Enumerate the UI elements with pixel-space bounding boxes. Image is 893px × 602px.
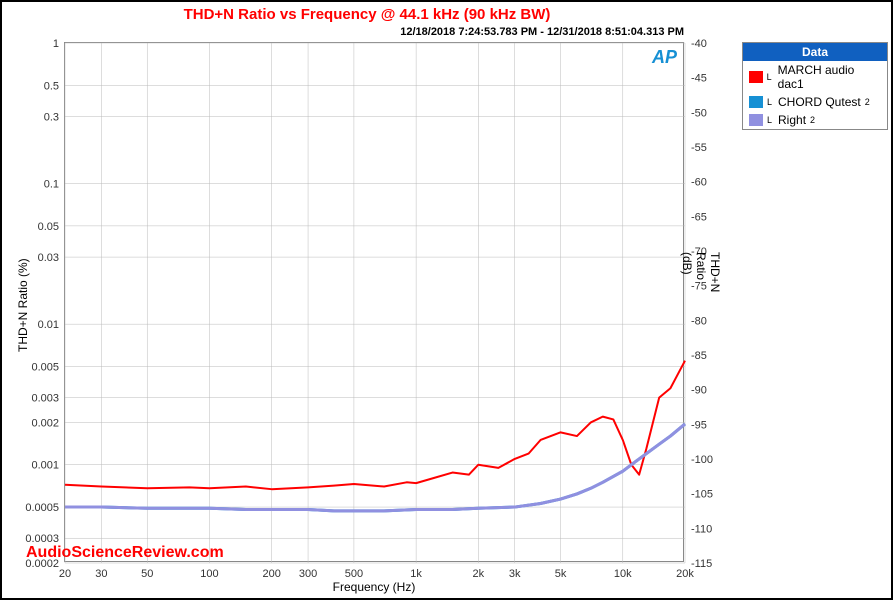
svg-text:30: 30 bbox=[95, 568, 107, 580]
svg-text:-55: -55 bbox=[691, 142, 707, 154]
svg-text:-45: -45 bbox=[691, 73, 707, 85]
svg-text:200: 200 bbox=[262, 568, 280, 580]
svg-text:-110: -110 bbox=[691, 523, 712, 535]
ap-logo: AP bbox=[652, 47, 677, 68]
svg-text:-115: -115 bbox=[691, 558, 712, 570]
svg-text:-50: -50 bbox=[691, 107, 707, 119]
legend-header: Data bbox=[743, 43, 887, 61]
chart-area: THD+N Ratio vs Frequency @ 44.1 kHz (90 … bbox=[2, 2, 732, 602]
svg-text:100: 100 bbox=[200, 568, 218, 580]
legend-label: MARCH audio dac1 bbox=[778, 63, 881, 91]
svg-text:-90: -90 bbox=[691, 385, 707, 397]
svg-text:5k: 5k bbox=[555, 568, 567, 580]
svg-text:0.0005: 0.0005 bbox=[25, 502, 59, 514]
legend-swatch bbox=[749, 71, 763, 83]
chart-title: THD+N Ratio vs Frequency @ 44.1 kHz (90 … bbox=[2, 6, 732, 23]
svg-text:-75: -75 bbox=[691, 281, 707, 293]
svg-text:1: 1 bbox=[53, 38, 59, 50]
svg-text:10k: 10k bbox=[614, 568, 632, 580]
chart-timestamp: 12/18/2018 7:24:53.783 PM - 12/31/2018 8… bbox=[2, 26, 732, 38]
svg-text:2k: 2k bbox=[473, 568, 485, 580]
svg-text:0.05: 0.05 bbox=[38, 221, 59, 233]
legend-suffix: 2 bbox=[810, 115, 815, 125]
svg-text:-60: -60 bbox=[691, 177, 707, 189]
plot-svg: 2030501002003005001k2k3k5k10k20k0.00020.… bbox=[65, 43, 685, 563]
svg-text:-95: -95 bbox=[691, 419, 707, 431]
svg-text:0.001: 0.001 bbox=[31, 460, 59, 472]
legend-item: L MARCH audio dac1 bbox=[743, 61, 887, 93]
legend-prefix: L bbox=[767, 115, 772, 125]
svg-text:0.002: 0.002 bbox=[31, 417, 59, 429]
svg-text:20: 20 bbox=[59, 568, 71, 580]
legend-swatch bbox=[749, 114, 763, 126]
svg-text:500: 500 bbox=[345, 568, 363, 580]
svg-text:1k: 1k bbox=[410, 568, 422, 580]
svg-text:-100: -100 bbox=[691, 454, 713, 466]
svg-text:0.1: 0.1 bbox=[44, 179, 59, 191]
svg-text:-85: -85 bbox=[691, 350, 707, 362]
legend-body: L MARCH audio dac1 L CHORD Qutest 2 L Right 2 bbox=[743, 61, 887, 129]
legend-label: CHORD Qutest bbox=[778, 95, 861, 109]
svg-text:0.005: 0.005 bbox=[31, 361, 59, 373]
chart-container: THD+N Ratio vs Frequency @ 44.1 kHz (90 … bbox=[0, 0, 893, 600]
svg-text:0.03: 0.03 bbox=[38, 252, 59, 264]
legend-prefix: L bbox=[767, 97, 772, 107]
svg-text:0.5: 0.5 bbox=[44, 80, 59, 92]
svg-text:50: 50 bbox=[141, 568, 153, 580]
svg-text:300: 300 bbox=[299, 568, 317, 580]
svg-text:0.01: 0.01 bbox=[38, 319, 59, 331]
legend-suffix: 2 bbox=[865, 97, 870, 107]
svg-text:-105: -105 bbox=[691, 489, 713, 501]
svg-text:3k: 3k bbox=[509, 568, 521, 580]
watermark: AudioScienceReview.com bbox=[26, 544, 224, 562]
x-axis-label: Frequency (Hz) bbox=[64, 580, 684, 594]
legend-prefix: L bbox=[767, 72, 772, 82]
svg-text:0.3: 0.3 bbox=[44, 112, 59, 124]
svg-text:-65: -65 bbox=[691, 211, 707, 223]
legend-swatch bbox=[749, 96, 763, 108]
legend-item: L CHORD Qutest 2 bbox=[743, 93, 887, 111]
y-left-axis-label: THD+N Ratio (%) bbox=[16, 258, 30, 352]
legend-item: L Right 2 bbox=[743, 111, 887, 129]
svg-text:-80: -80 bbox=[691, 315, 707, 327]
legend: Data L MARCH audio dac1 L CHORD Qutest 2 L Ri… bbox=[742, 42, 888, 130]
svg-text:0.003: 0.003 bbox=[31, 393, 59, 405]
svg-text:-40: -40 bbox=[691, 38, 707, 50]
legend-label: Right bbox=[778, 113, 806, 127]
plot-area: 2030501002003005001k2k3k5k10k20k0.00020.… bbox=[64, 42, 684, 562]
